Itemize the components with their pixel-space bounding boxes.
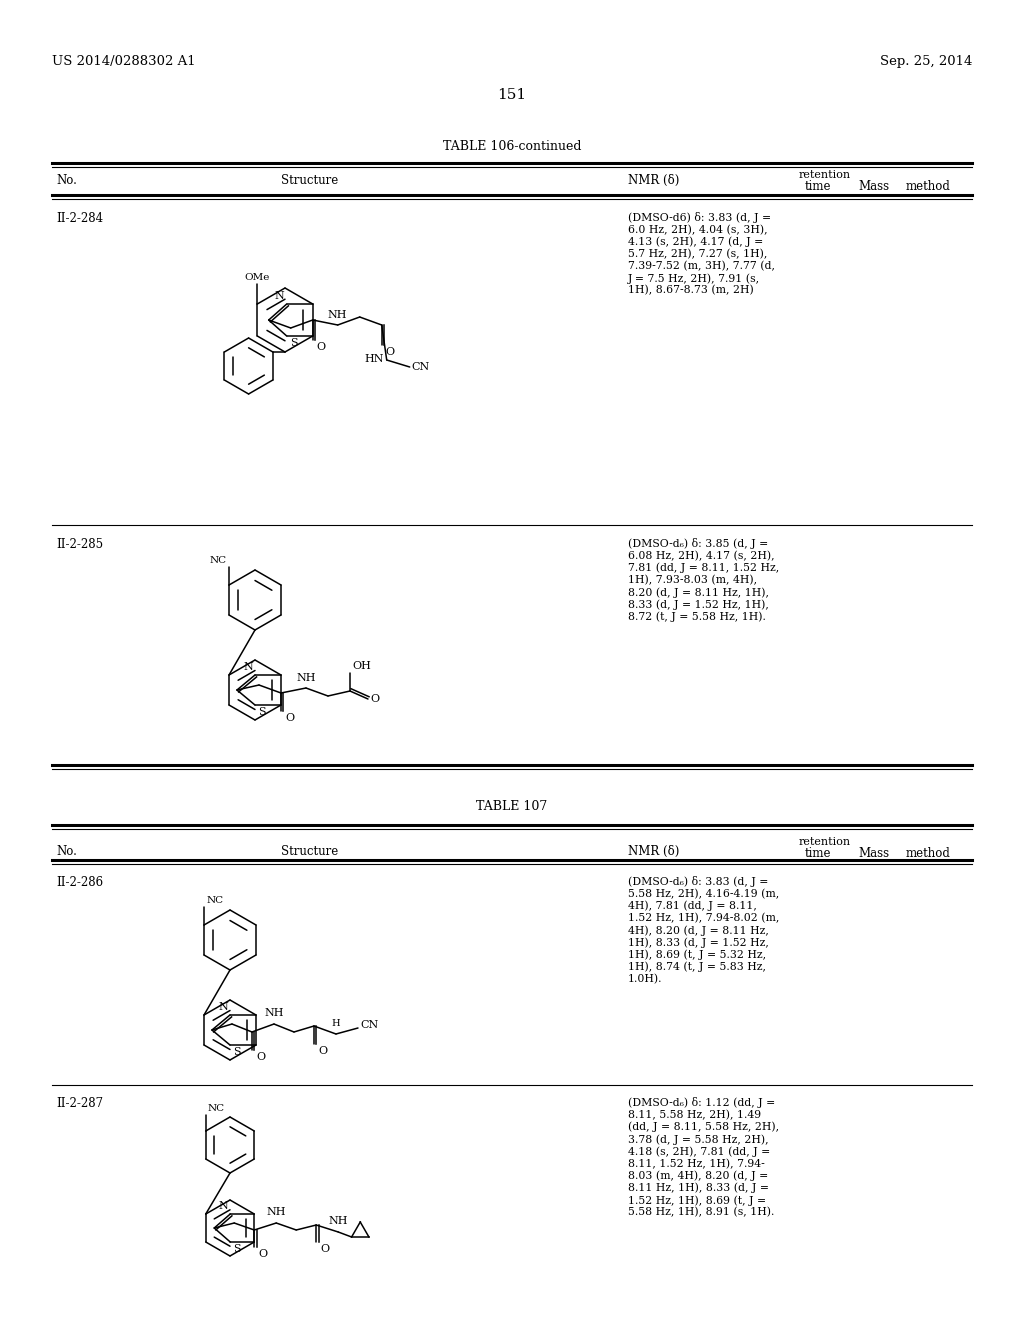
Text: NC: NC bbox=[210, 556, 227, 565]
Text: CN: CN bbox=[412, 362, 430, 372]
Text: No.: No. bbox=[56, 174, 77, 187]
Text: S: S bbox=[258, 708, 265, 717]
Text: II-2-287: II-2-287 bbox=[56, 1097, 103, 1110]
Text: NH: NH bbox=[296, 673, 315, 682]
Text: No.: No. bbox=[56, 845, 77, 858]
Text: NC: NC bbox=[206, 896, 223, 906]
Text: time: time bbox=[805, 847, 831, 861]
Text: O: O bbox=[321, 1243, 330, 1254]
Text: S: S bbox=[290, 338, 297, 348]
Text: NH: NH bbox=[266, 1206, 286, 1217]
Text: N: N bbox=[275, 290, 285, 301]
Text: NMR (δ): NMR (δ) bbox=[628, 174, 679, 187]
Text: S: S bbox=[233, 1243, 241, 1254]
Text: TABLE 106-continued: TABLE 106-continued bbox=[442, 140, 582, 153]
Text: CN: CN bbox=[360, 1020, 378, 1030]
Text: H: H bbox=[332, 1019, 340, 1028]
Text: O: O bbox=[370, 694, 379, 704]
Text: NMR (δ): NMR (δ) bbox=[628, 845, 679, 858]
Text: (DMSO-d6) δ: 3.83 (d, J =
6.0 Hz, 2H), 4.04 (s, 3H),
4.13 (s, 2H), 4.17 (d, J =
: (DMSO-d6) δ: 3.83 (d, J = 6.0 Hz, 2H), 4… bbox=[628, 213, 775, 296]
Text: time: time bbox=[805, 180, 831, 193]
Text: O: O bbox=[316, 342, 326, 352]
Text: N: N bbox=[244, 663, 253, 672]
Text: NH: NH bbox=[328, 310, 347, 319]
Text: NC: NC bbox=[208, 1104, 225, 1113]
Text: retention: retention bbox=[799, 837, 851, 847]
Text: (DMSO-d₆) δ: 3.85 (d, J =
6.08 Hz, 2H), 4.17 (s, 2H),
7.81 (dd, J = 8.11, 1.52 H: (DMSO-d₆) δ: 3.85 (d, J = 6.08 Hz, 2H), … bbox=[628, 539, 779, 622]
Text: O: O bbox=[386, 347, 395, 356]
Text: O: O bbox=[318, 1045, 327, 1056]
Text: retention: retention bbox=[799, 170, 851, 180]
Text: Structure: Structure bbox=[282, 174, 339, 187]
Text: O: O bbox=[258, 1249, 267, 1259]
Text: 151: 151 bbox=[498, 88, 526, 102]
Text: method: method bbox=[906, 180, 951, 193]
Text: method: method bbox=[906, 847, 951, 861]
Text: (DMSO-d₆) δ: 1.12 (dd, J =
8.11, 5.58 Hz, 2H), 1.49
(dd, J = 8.11, 5.58 Hz, 2H),: (DMSO-d₆) δ: 1.12 (dd, J = 8.11, 5.58 Hz… bbox=[628, 1097, 779, 1217]
Text: Mass: Mass bbox=[858, 180, 889, 193]
Text: Structure: Structure bbox=[282, 845, 339, 858]
Text: US 2014/0288302 A1: US 2014/0288302 A1 bbox=[52, 55, 196, 69]
Text: II-2-286: II-2-286 bbox=[56, 876, 103, 888]
Text: N: N bbox=[218, 1002, 228, 1012]
Text: TABLE 107: TABLE 107 bbox=[476, 800, 548, 813]
Text: HN: HN bbox=[365, 354, 384, 364]
Text: OH: OH bbox=[352, 661, 371, 671]
Text: (DMSO-d₆) δ: 3.83 (d, J =
5.58 Hz, 2H), 4.16-4.19 (m,
4H), 7.81 (dd, J = 8.11,
1: (DMSO-d₆) δ: 3.83 (d, J = 5.58 Hz, 2H), … bbox=[628, 876, 779, 985]
Text: O: O bbox=[285, 713, 294, 723]
Text: S: S bbox=[233, 1047, 241, 1057]
Text: II-2-284: II-2-284 bbox=[56, 213, 103, 224]
Text: N: N bbox=[218, 1201, 228, 1210]
Text: Sep. 25, 2014: Sep. 25, 2014 bbox=[880, 55, 972, 69]
Text: OMe: OMe bbox=[245, 273, 270, 282]
Text: II-2-285: II-2-285 bbox=[56, 539, 103, 550]
Text: Mass: Mass bbox=[858, 847, 889, 861]
Text: NH: NH bbox=[329, 1216, 348, 1226]
Text: O: O bbox=[256, 1052, 265, 1063]
Text: NH: NH bbox=[264, 1008, 284, 1018]
